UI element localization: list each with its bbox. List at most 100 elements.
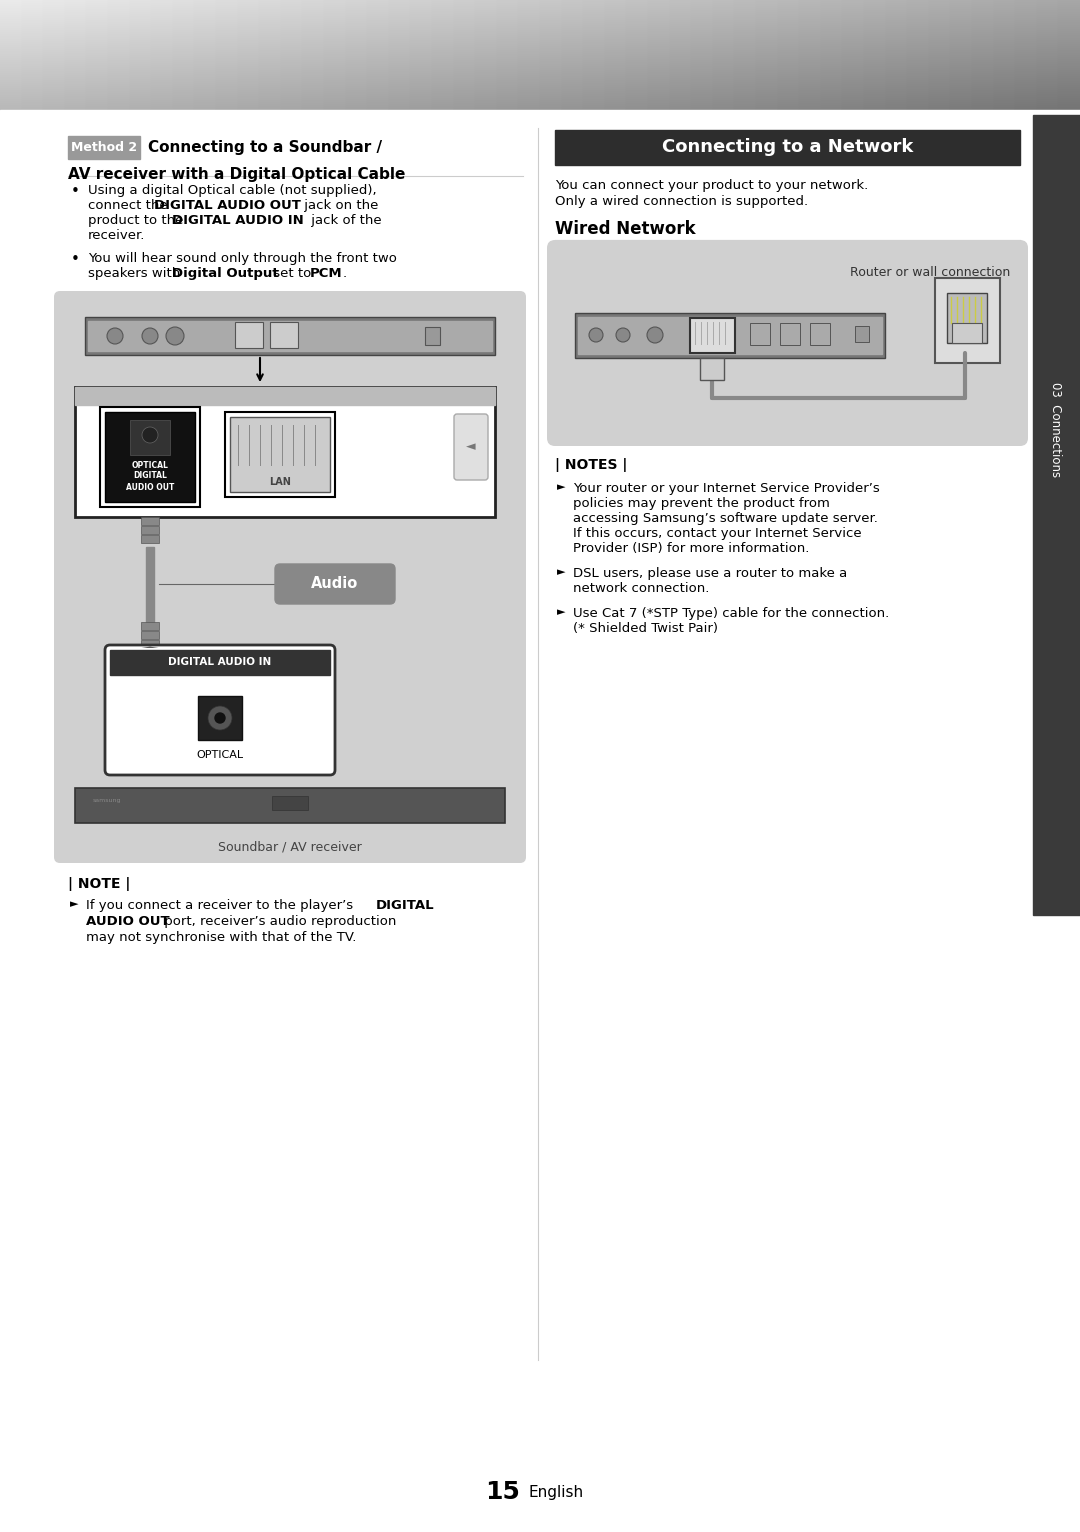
Text: accessing Samsung’s software update server.: accessing Samsung’s software update serv… bbox=[573, 512, 878, 525]
Bar bbox=[116, 648, 324, 654]
Text: network connection.: network connection. bbox=[573, 582, 710, 594]
Bar bbox=[141, 516, 159, 525]
Text: AUDIO OUT: AUDIO OUT bbox=[86, 915, 170, 928]
Text: Router or wall connection: Router or wall connection bbox=[850, 267, 1010, 279]
Bar bbox=[146, 547, 154, 622]
Circle shape bbox=[647, 326, 663, 343]
Text: samsung: samsung bbox=[93, 798, 121, 803]
FancyBboxPatch shape bbox=[546, 241, 1028, 446]
Text: ►: ► bbox=[557, 483, 566, 492]
Bar bbox=[130, 420, 170, 455]
Text: ◄: ◄ bbox=[467, 441, 476, 453]
Bar bbox=[105, 412, 195, 502]
Text: DIGITAL AUDIO IN: DIGITAL AUDIO IN bbox=[172, 214, 303, 227]
Bar bbox=[110, 650, 330, 676]
Text: Your router or your Internet Service Provider’s: Your router or your Internet Service Pro… bbox=[573, 483, 880, 495]
Text: If this occurs, contact your Internet Service: If this occurs, contact your Internet Se… bbox=[573, 527, 862, 539]
Circle shape bbox=[141, 427, 158, 443]
Text: Wired Network: Wired Network bbox=[555, 221, 696, 237]
Circle shape bbox=[166, 326, 184, 345]
Text: DIGITAL: DIGITAL bbox=[376, 899, 434, 912]
Text: Connecting to a Network: Connecting to a Network bbox=[662, 138, 914, 156]
Bar bbox=[575, 313, 885, 358]
Text: connect the: connect the bbox=[87, 199, 172, 211]
Bar bbox=[87, 322, 492, 351]
Text: Use Cat 7 (*STP Type) cable for the connection.: Use Cat 7 (*STP Type) cable for the conn… bbox=[573, 607, 889, 620]
Text: •: • bbox=[71, 251, 80, 267]
Bar bbox=[935, 277, 1000, 363]
Bar bbox=[272, 797, 308, 810]
Circle shape bbox=[616, 328, 630, 342]
Bar bbox=[947, 293, 987, 343]
Text: port, receiver’s audio reproduction: port, receiver’s audio reproduction bbox=[160, 915, 396, 928]
Bar bbox=[426, 326, 440, 345]
Text: If you connect a receiver to the player’s: If you connect a receiver to the player’… bbox=[86, 899, 357, 912]
Bar bbox=[141, 640, 159, 648]
Text: policies may prevent the product from: policies may prevent the product from bbox=[573, 496, 829, 510]
Text: ►: ► bbox=[557, 567, 566, 578]
Bar bbox=[75, 787, 505, 823]
FancyBboxPatch shape bbox=[454, 414, 488, 480]
Bar bbox=[690, 319, 735, 352]
Bar bbox=[1032, 115, 1080, 915]
Text: English: English bbox=[528, 1485, 583, 1500]
Text: receiver.: receiver. bbox=[87, 228, 146, 242]
Text: AV receiver with a Digital Optical Cable: AV receiver with a Digital Optical Cable bbox=[68, 167, 405, 182]
Text: (* Shielded Twist Pair): (* Shielded Twist Pair) bbox=[573, 622, 718, 634]
Text: jack on the: jack on the bbox=[300, 199, 378, 211]
Bar bbox=[75, 388, 495, 404]
FancyBboxPatch shape bbox=[54, 291, 526, 863]
Text: DIGITAL AUDIO IN: DIGITAL AUDIO IN bbox=[168, 657, 272, 666]
Bar bbox=[235, 322, 264, 348]
Text: PCM: PCM bbox=[310, 267, 342, 280]
Text: 03  Connections: 03 Connections bbox=[1050, 383, 1063, 478]
Text: jack of the: jack of the bbox=[307, 214, 381, 227]
Text: Provider (ISP) for more information.: Provider (ISP) for more information. bbox=[573, 542, 809, 555]
Bar bbox=[68, 136, 140, 159]
Text: set to: set to bbox=[269, 267, 315, 280]
Text: DIGITAL AUDIO OUT: DIGITAL AUDIO OUT bbox=[154, 199, 301, 211]
Circle shape bbox=[589, 328, 603, 342]
Circle shape bbox=[107, 328, 123, 345]
Bar bbox=[700, 358, 724, 380]
Bar bbox=[270, 322, 298, 348]
Bar bbox=[198, 696, 242, 740]
Text: ►: ► bbox=[557, 607, 566, 617]
Bar bbox=[141, 525, 159, 535]
Text: Digital Output: Digital Output bbox=[172, 267, 279, 280]
Bar bbox=[230, 417, 330, 492]
Circle shape bbox=[141, 328, 158, 345]
Bar bbox=[750, 323, 770, 345]
Bar bbox=[75, 388, 495, 516]
Text: LAN: LAN bbox=[269, 476, 291, 487]
Bar bbox=[225, 412, 335, 496]
FancyBboxPatch shape bbox=[275, 564, 395, 604]
Bar bbox=[555, 130, 1020, 165]
Circle shape bbox=[215, 712, 225, 723]
Text: Only a wired connection is supported.: Only a wired connection is supported. bbox=[555, 195, 808, 208]
Bar bbox=[141, 535, 159, 542]
Text: Audio: Audio bbox=[311, 576, 359, 591]
Text: Method 2: Method 2 bbox=[71, 141, 137, 155]
Text: product to the: product to the bbox=[87, 214, 188, 227]
Bar bbox=[578, 317, 882, 354]
Bar bbox=[141, 631, 159, 639]
Text: .: . bbox=[343, 267, 347, 280]
Bar bbox=[951, 323, 982, 343]
Bar bbox=[810, 323, 831, 345]
Text: Connecting to a Soundbar /: Connecting to a Soundbar / bbox=[148, 139, 382, 155]
Text: Using a digital Optical cable (not supplied),: Using a digital Optical cable (not suppl… bbox=[87, 184, 377, 198]
Text: •: • bbox=[71, 184, 80, 199]
Text: speakers with: speakers with bbox=[87, 267, 185, 280]
Text: | NOTE |: | NOTE | bbox=[68, 876, 131, 892]
Bar bbox=[141, 622, 159, 630]
Text: 15: 15 bbox=[485, 1480, 519, 1504]
Text: DIGITAL: DIGITAL bbox=[133, 472, 167, 481]
Bar bbox=[85, 317, 495, 355]
FancyBboxPatch shape bbox=[105, 645, 335, 775]
Bar bbox=[780, 323, 800, 345]
Bar bbox=[855, 326, 869, 342]
Circle shape bbox=[208, 706, 232, 731]
Text: AUDIO OUT: AUDIO OUT bbox=[125, 483, 174, 492]
Text: DSL users, please use a router to make a: DSL users, please use a router to make a bbox=[573, 567, 847, 581]
